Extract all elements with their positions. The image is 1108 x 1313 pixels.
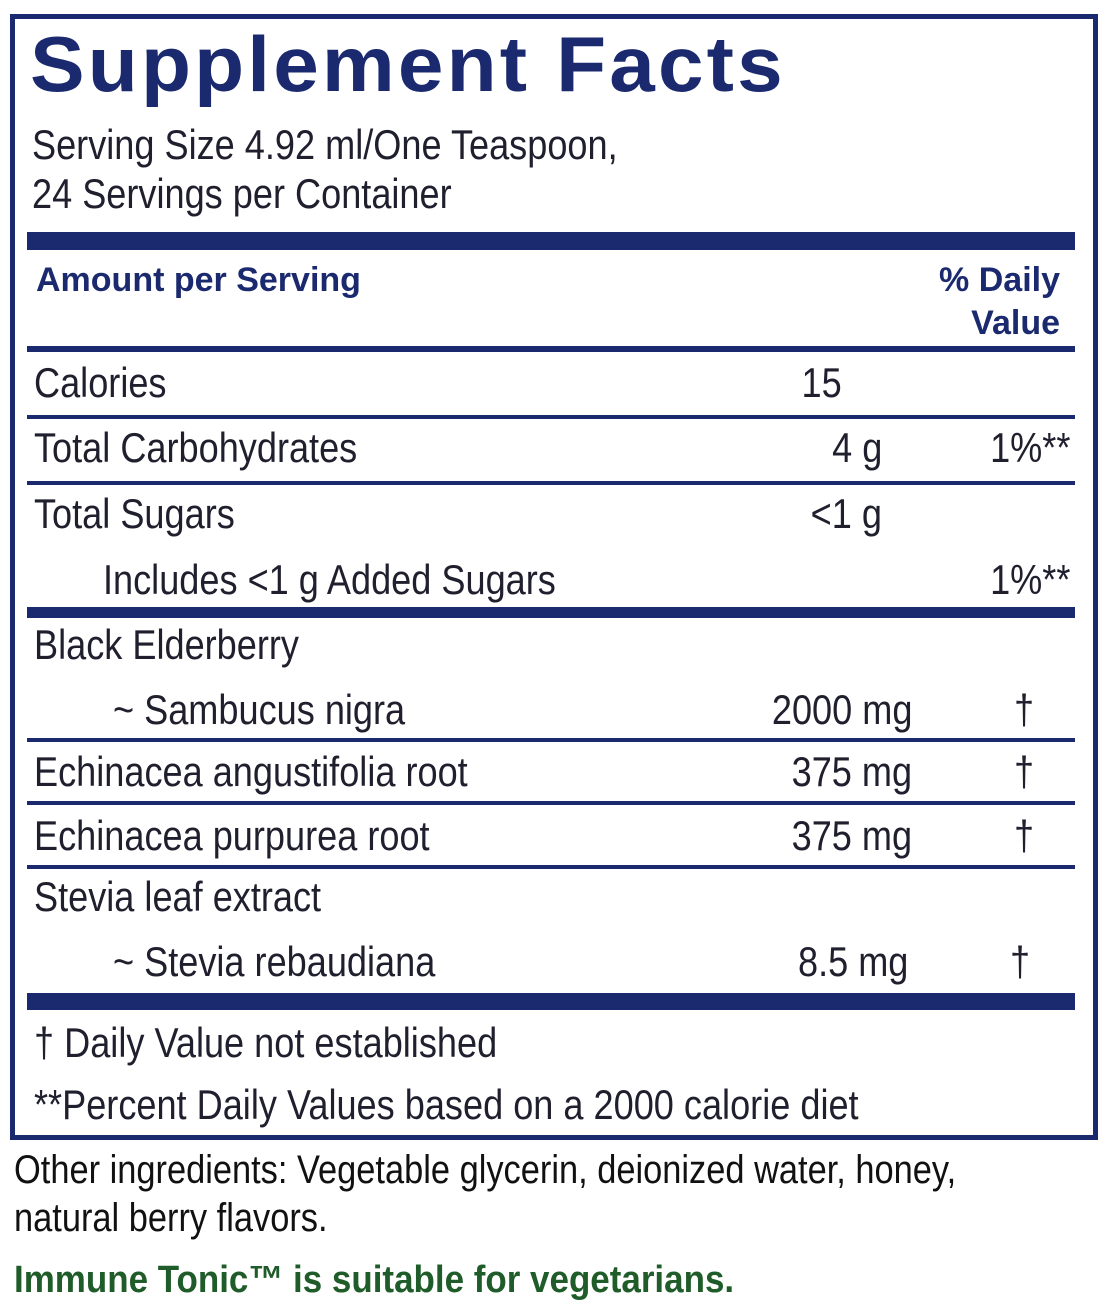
ingredient-name: Echinacea purpurea root [34,812,430,859]
footnote: † Daily Value not established [34,1019,498,1066]
servings: 24 Servings per Container [32,170,452,217]
vegetarian-note: Immune Tonic™ is suitable for vegetarian… [14,1259,735,1301]
thick-rule [27,993,1075,1010]
footnote: **Percent Daily Values based on a 2000 c… [34,1081,859,1128]
amount: <1 g [810,490,882,537]
daily-value: † [1010,938,1031,985]
daily-value: 1%** [989,424,1070,471]
daily-value: † [1014,686,1035,733]
rule [27,738,1075,742]
title: Supplement Facts [30,20,786,108]
nutrient-name: Total Sugars [34,490,235,537]
amount: 375 mg [791,812,912,859]
ingredient-sub: ~ Stevia rebaudiana [113,938,436,985]
daily-value: † [1014,812,1035,859]
ingredient-name: Black Elderberry [34,621,299,668]
rule [27,865,1075,869]
ingredient-name: Echinacea angustifolia root [34,748,468,795]
rule [27,346,1075,352]
ingredient-name: Stevia leaf extract [34,873,322,920]
dv-header: % Daily [939,261,1060,299]
amount: 2000 mg [771,686,912,733]
dv-header: Value [971,304,1060,342]
rule [27,481,1075,485]
amount: 375 mg [791,748,912,795]
nutrient-name: Includes <1 g Added Sugars [103,556,556,603]
amount: 15 [801,359,842,406]
daily-value: † [1014,748,1035,795]
other-ingredients: natural berry flavors. [14,1196,328,1240]
thick-rule [27,607,1075,618]
amount-header: Amount per Serving [36,261,361,299]
amount: 8.5 mg [797,938,908,985]
facts-border [10,14,1098,1140]
rule [27,801,1075,805]
nutrient-name: Calories [34,359,167,406]
ingredient-sub: ~ Sambucus nigra [113,686,406,733]
other-ingredients: Other ingredients: Vegetable glycerin, d… [14,1148,957,1192]
daily-value: 1%** [989,556,1070,603]
rule [27,415,1075,419]
thick-rule [27,232,1075,250]
serving-size: Serving Size 4.92 ml/One Teaspoon, [32,121,618,168]
amount: 4 g [831,424,882,471]
nutrient-name: Total Carbohydrates [34,424,358,471]
